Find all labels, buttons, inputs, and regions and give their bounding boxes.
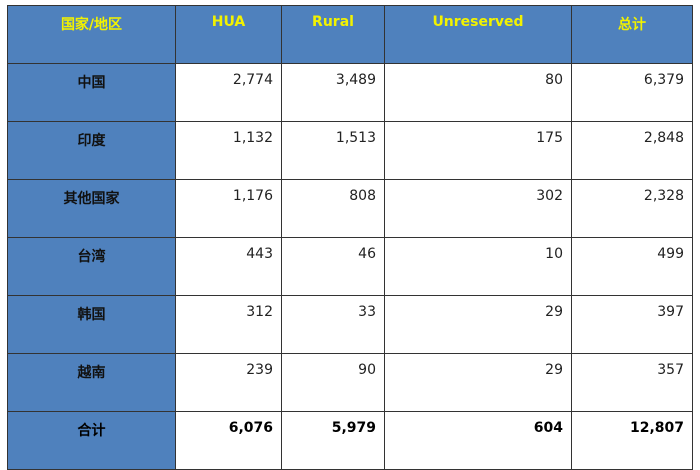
cell-value: 604 (384, 411, 572, 470)
header-unreserved: Unreserved (384, 5, 572, 64)
row-label: 合计 (7, 411, 176, 470)
cell-value: 808 (281, 179, 385, 238)
cell-value: 312 (175, 295, 282, 354)
header-region: 国家/地区 (7, 5, 176, 64)
cell-value: 2,848 (571, 121, 693, 180)
header-rural: Rural (281, 5, 385, 64)
cell-value: 397 (571, 295, 693, 354)
cell-value: 10 (384, 237, 572, 296)
data-table: 国家/地区 HUA Rural Unreserved 总计 中国 2,774 3,4… (7, 5, 693, 470)
cell-value: 175 (384, 121, 572, 180)
table-row: 越南 239 90 29 357 (7, 353, 693, 412)
row-label: 其他国家 (7, 179, 176, 238)
cell-value: 2,328 (571, 179, 693, 238)
cell-value: 6,379 (571, 63, 693, 122)
header-total: 总计 (571, 5, 693, 64)
header-row: 国家/地区 HUA Rural Unreserved 总计 (7, 5, 693, 64)
cell-value: 499 (571, 237, 693, 296)
cell-value: 1,132 (175, 121, 282, 180)
cell-value: 12,807 (571, 411, 693, 470)
table-row: 韩国 312 33 29 397 (7, 295, 693, 354)
cell-value: 443 (175, 237, 282, 296)
cell-value: 46 (281, 237, 385, 296)
row-label: 中国 (7, 63, 176, 122)
cell-value: 302 (384, 179, 572, 238)
cell-value: 6,076 (175, 411, 282, 470)
table-row: 中国 2,774 3,489 80 6,379 (7, 63, 693, 122)
cell-value: 29 (384, 353, 572, 412)
cell-value: 3,489 (281, 63, 385, 122)
header-hua: HUA (175, 5, 282, 64)
cell-value: 357 (571, 353, 693, 412)
cell-value: 33 (281, 295, 385, 354)
row-label: 印度 (7, 121, 176, 180)
cell-value: 5,979 (281, 411, 385, 470)
cell-value: 2,774 (175, 63, 282, 122)
row-label: 韩国 (7, 295, 176, 354)
cell-value: 1,176 (175, 179, 282, 238)
cell-value: 1,513 (281, 121, 385, 180)
total-row: 合计 6,076 5,979 604 12,807 (7, 411, 693, 470)
table-row: 印度 1,132 1,513 175 2,848 (7, 121, 693, 180)
row-label: 台湾 (7, 237, 176, 296)
cell-value: 90 (281, 353, 385, 412)
cell-value: 239 (175, 353, 282, 412)
row-label: 越南 (7, 353, 176, 412)
cell-value: 29 (384, 295, 572, 354)
table-row: 台湾 443 46 10 499 (7, 237, 693, 296)
table-row: 其他国家 1,176 808 302 2,328 (7, 179, 693, 238)
cell-value: 80 (384, 63, 572, 122)
